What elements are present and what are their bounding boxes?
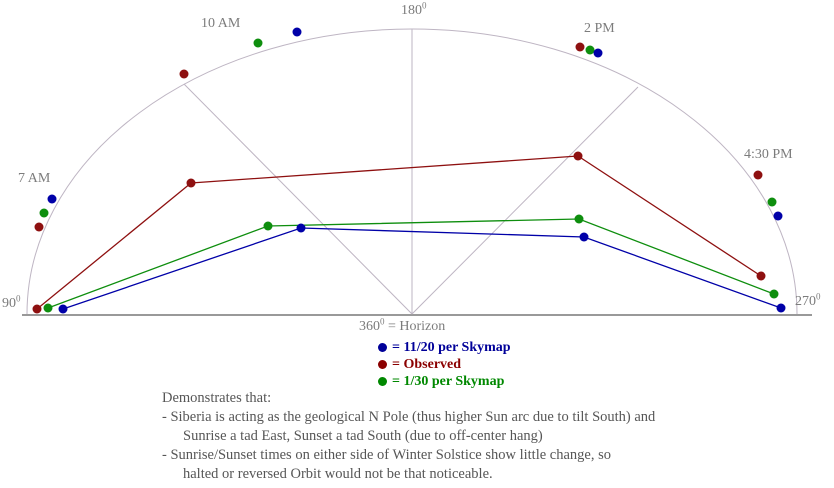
- data-point-observed: [34, 222, 44, 232]
- note-line-3: - Sunrise/Sunset times on either side of…: [162, 447, 611, 463]
- data-point-observed: [186, 178, 196, 188]
- data-point-observed: [753, 170, 763, 180]
- data-point-skymap-11-20: [773, 211, 783, 221]
- radial-gridline: [183, 83, 413, 315]
- series-line-observed: [36, 155, 762, 310]
- data-point-skymap-11-20: [47, 194, 57, 204]
- notes-block: Demonstrates that: - Siberia is acting a…: [162, 389, 822, 484]
- legend-dot-red: [378, 360, 387, 369]
- data-point-skymap-11-20: [296, 223, 306, 233]
- data-point-observed: [179, 69, 189, 79]
- time-label-2pm: 2 PM: [584, 21, 615, 36]
- angle-label-90: 900: [2, 293, 21, 311]
- notes-title: Demonstrates that:: [162, 390, 272, 406]
- series-line-skymap-1-30: [47, 218, 775, 309]
- data-point-skymap-1-30: [769, 289, 779, 299]
- legend-item-skymap-1-30: = 1/30 per Skymap: [378, 374, 504, 391]
- legend-item-observed: = Observed: [378, 357, 461, 374]
- legend-label: = 1/30 per Skymap: [392, 374, 505, 389]
- time-label-430pm: 4:30 PM: [744, 147, 793, 162]
- data-point-skymap-11-20: [58, 304, 68, 314]
- data-point-skymap-1-30: [263, 221, 273, 231]
- angle-label-180: 1800: [401, 0, 427, 18]
- legend-label: = Observed: [392, 357, 462, 372]
- horizon-label: 3600 = Horizon: [359, 316, 446, 334]
- series-line-skymap-11-20: [62, 227, 782, 310]
- data-point-skymap-1-30: [767, 197, 777, 207]
- note-line-1: - Siberia is acting as the geological N …: [162, 409, 656, 425]
- data-point-skymap-11-20: [776, 303, 786, 313]
- note-line-4: halted or reversed Orbit would not be th…: [183, 466, 493, 482]
- data-point-observed: [756, 271, 766, 281]
- legend-item-skymap-11-20: = 11/20 per Skymap: [378, 340, 511, 357]
- data-point-skymap-1-30: [574, 214, 584, 224]
- data-point-skymap-1-30: [39, 208, 49, 218]
- data-point-skymap-11-20: [579, 232, 589, 242]
- time-label-7am: 7 AM: [18, 171, 51, 186]
- radial-gridline: [411, 86, 639, 315]
- angle-label-270: 2700: [795, 291, 821, 309]
- legend-label: = 11/20 per Skymap: [392, 340, 511, 355]
- time-label-10am: 10 AM: [201, 16, 241, 31]
- data-point-observed: [575, 42, 585, 52]
- data-point-observed: [573, 151, 583, 161]
- data-point-skymap-1-30: [585, 45, 595, 55]
- data-point-skymap-1-30: [43, 303, 53, 313]
- legend-dot-green: [378, 377, 387, 386]
- data-point-skymap-11-20: [292, 27, 302, 37]
- data-point-observed: [32, 304, 42, 314]
- data-point-skymap-1-30: [253, 38, 263, 48]
- note-line-2: Sunrise a tad East, Sunset a tad South (…: [183, 428, 543, 444]
- data-point-skymap-11-20: [593, 48, 603, 58]
- legend-dot-blue: [378, 343, 387, 352]
